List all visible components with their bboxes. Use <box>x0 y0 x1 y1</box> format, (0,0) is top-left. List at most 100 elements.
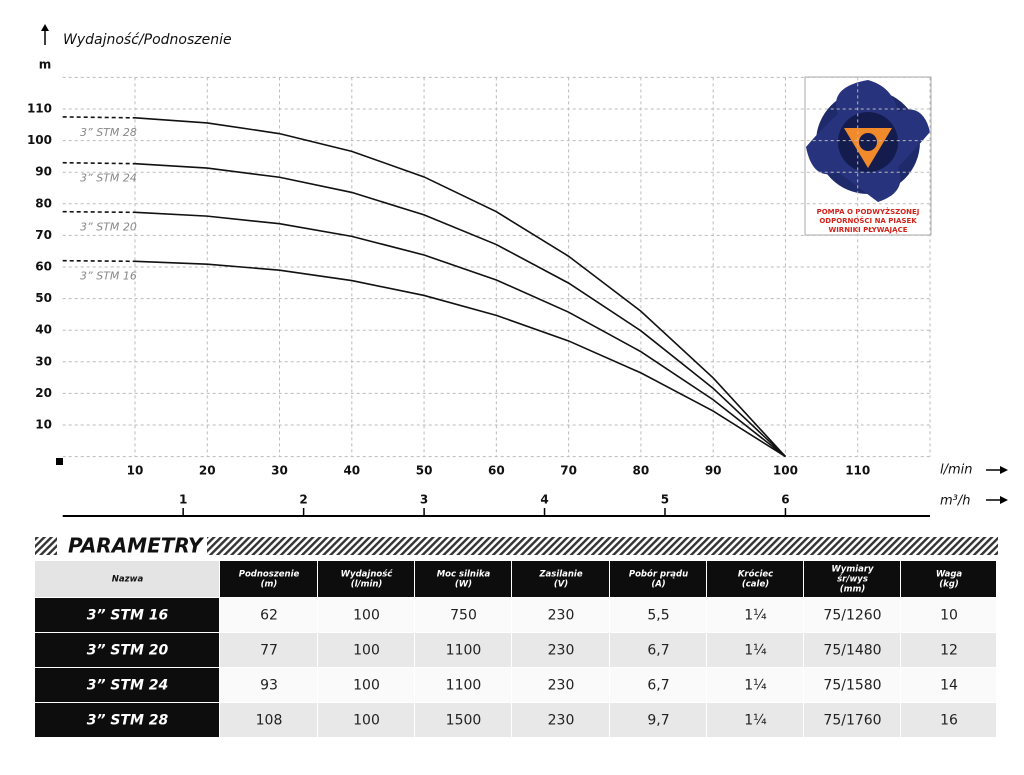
data-cell <box>901 633 996 667</box>
cell-value: 75/1260 <box>823 608 881 624</box>
cell-value: 1100 <box>446 643 482 659</box>
data-cell <box>318 633 414 667</box>
header-label: śr/wys <box>837 574 868 585</box>
header-label: (kg) <box>939 580 959 590</box>
data-cell <box>220 598 317 632</box>
header-cell <box>804 561 900 597</box>
x-tick-label: 100 <box>773 464 798 478</box>
badge-text: ODPORNOŚCI NA PIASEK <box>819 216 917 225</box>
title-hatch <box>35 537 57 555</box>
data-cell <box>804 703 900 737</box>
cell-value: 1100 <box>446 678 482 694</box>
cell-value: 100 <box>353 678 380 694</box>
data-cell <box>901 703 996 737</box>
data-cell <box>415 703 511 737</box>
data-cell <box>610 633 706 667</box>
data-cell <box>512 668 609 702</box>
data-cell <box>804 633 900 667</box>
pump-curve <box>62 210 786 458</box>
row-name: 3” STM 28 <box>87 713 169 729</box>
data-cell <box>415 598 511 632</box>
y-tick-label: 90 <box>35 165 52 179</box>
x-tick-label: 30 <box>271 464 288 478</box>
data-cell <box>220 668 317 702</box>
pump-curve <box>62 116 787 458</box>
x-tick-label: 10 <box>127 464 144 478</box>
header-cell <box>35 561 219 597</box>
data-cell <box>415 633 511 667</box>
data-cell <box>512 633 609 667</box>
cell-value: 62 <box>260 608 278 624</box>
cell-value: 14 <box>940 678 958 694</box>
cell-value: 100 <box>353 608 380 624</box>
data-cell <box>707 598 803 632</box>
header-label: Pobór prądu <box>629 569 688 580</box>
y-tick-label: 50 <box>35 291 52 305</box>
cell-value: 5,5 <box>647 608 669 624</box>
header-label: Podnoszenie <box>239 570 300 580</box>
x2-tick-label: 1 <box>179 493 187 507</box>
cell-value: 1¼ <box>744 678 767 694</box>
series-label: 3” STM 20 <box>80 221 137 234</box>
row-name-cell <box>35 598 219 632</box>
x2-arrow-head <box>1000 496 1008 504</box>
header-label: Moc silnika <box>437 570 491 580</box>
cell-value: 6,7 <box>647 678 669 694</box>
header-label: Króciec <box>738 569 773 580</box>
cell-value: 1¼ <box>744 713 767 729</box>
x-arrow-head <box>1000 466 1008 474</box>
header-cell <box>415 561 511 597</box>
x-tick-label: 70 <box>560 464 577 478</box>
cell-value: 16 <box>940 713 958 729</box>
pump-curve <box>62 259 786 458</box>
x-tick-label: 50 <box>416 464 433 478</box>
y-tick-label: 60 <box>35 260 52 274</box>
header-label: (A) <box>651 580 665 590</box>
title-hatch <box>207 537 998 555</box>
header-label: (l/min) <box>351 580 383 590</box>
row-name-cell <box>35 633 219 667</box>
y-arrow-head <box>41 24 49 31</box>
data-cell <box>512 703 609 737</box>
x-tick-label: 20 <box>199 464 216 478</box>
x2-tick-label: 3 <box>420 493 428 507</box>
table-title: PARAMETRY <box>68 534 205 558</box>
x-tick-label: 90 <box>705 464 722 478</box>
data-cell <box>610 598 706 632</box>
y-tick-label: 100 <box>27 133 52 147</box>
badge-text: POMPA O PODWYŻSZONEJ <box>817 207 920 216</box>
data-cell <box>318 668 414 702</box>
data-cell <box>220 633 317 667</box>
data-cell <box>415 668 511 702</box>
x-tick-label: 110 <box>845 464 870 478</box>
series-label: 3” STM 24 <box>80 172 137 185</box>
header-label: Wydajność <box>341 569 394 580</box>
pump-curve <box>62 161 786 458</box>
y-tick-label: 30 <box>35 354 52 368</box>
header-cell <box>901 561 996 597</box>
header-cell <box>610 561 706 597</box>
row-name: 3” STM 24 <box>87 678 169 694</box>
row-name-cell <box>35 668 219 702</box>
x-axis-label: l/min <box>940 463 973 478</box>
header-label: (W) <box>455 580 472 590</box>
series-label: 3” STM 28 <box>80 126 137 139</box>
data-cell <box>707 633 803 667</box>
y-tick-label: 40 <box>35 323 52 337</box>
header-label: Wymiary <box>831 565 874 575</box>
y-tick-label: 20 <box>35 386 52 400</box>
x2-axis-label: m³/h <box>940 494 971 509</box>
row-name: 3” STM 20 <box>87 643 169 659</box>
x2-tick-label: 4 <box>540 493 548 507</box>
y-axis-label: m <box>39 58 52 72</box>
header-label: Nazwa <box>112 575 144 585</box>
y-tick-label: 80 <box>35 196 52 210</box>
data-cell <box>804 668 900 702</box>
data-cell <box>804 598 900 632</box>
header-label: (m) <box>261 580 278 590</box>
header-cell <box>512 561 609 597</box>
cell-value: 75/1760 <box>823 713 881 729</box>
data-cell <box>901 598 996 632</box>
data-cell <box>318 598 414 632</box>
